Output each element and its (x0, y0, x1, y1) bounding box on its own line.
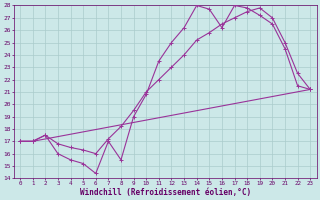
X-axis label: Windchill (Refroidissement éolien,°C): Windchill (Refroidissement éolien,°C) (80, 188, 251, 197)
